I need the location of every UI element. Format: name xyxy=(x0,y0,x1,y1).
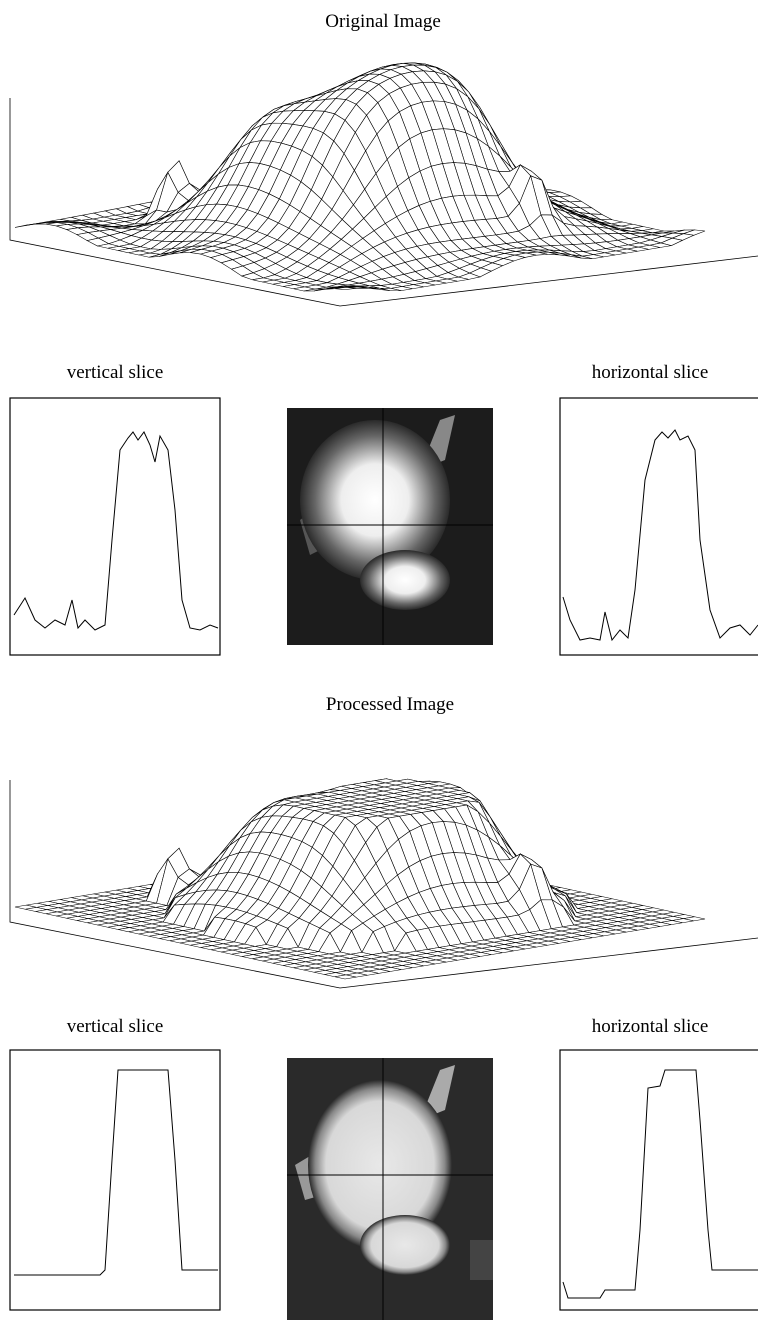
image xyxy=(287,408,493,645)
section-title: Processed Image xyxy=(326,694,454,715)
slice-frame xyxy=(559,1049,758,1311)
slice-label: vertical slice xyxy=(67,1016,164,1037)
slice-curve xyxy=(562,429,758,642)
slice-label: horizontal slice xyxy=(592,1016,709,1037)
mesh-cell xyxy=(334,286,357,290)
slice-frame xyxy=(9,1049,221,1311)
slice-frame xyxy=(9,397,221,656)
image xyxy=(287,1058,493,1320)
axis-line xyxy=(9,98,758,307)
slice-curve xyxy=(14,1069,218,1276)
slice-label: horizontal slice xyxy=(592,362,709,383)
slice-curve xyxy=(562,1069,758,1299)
surface-plot xyxy=(9,778,758,989)
section-title: Original Image xyxy=(325,11,441,32)
slice-label: vertical slice xyxy=(67,362,164,383)
axis-line xyxy=(9,780,758,989)
surface-plot xyxy=(9,62,758,307)
slice-frame xyxy=(559,397,758,656)
slice-curve xyxy=(13,431,219,631)
mesh-cell xyxy=(334,974,357,980)
